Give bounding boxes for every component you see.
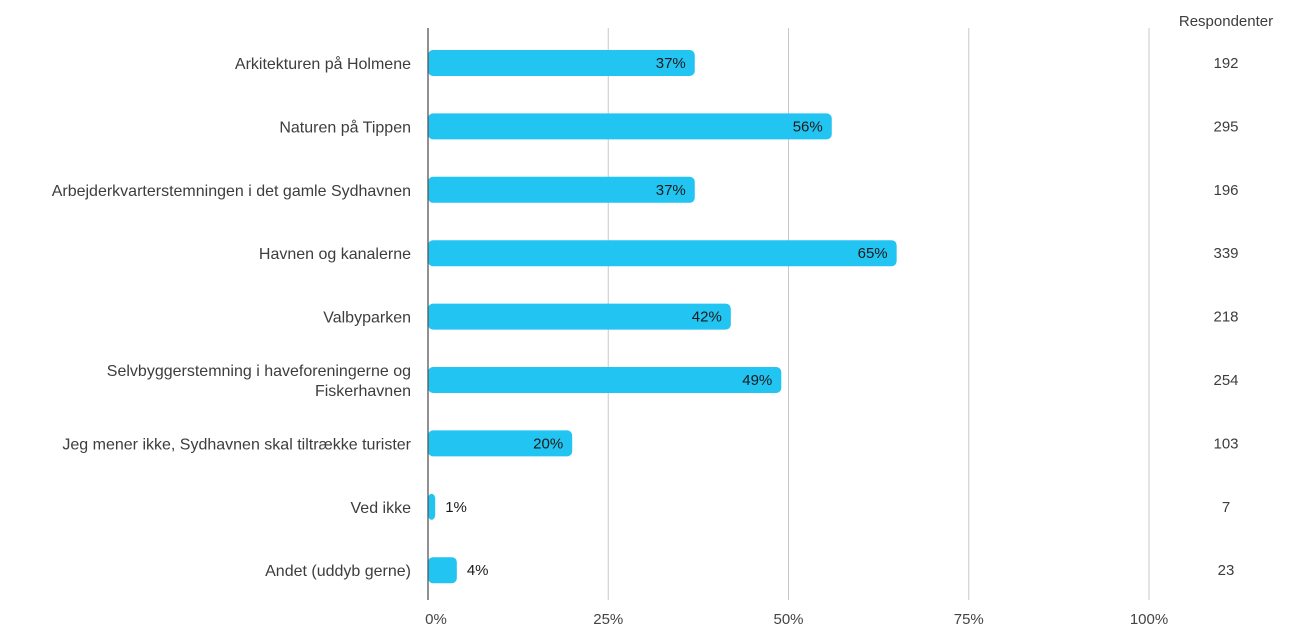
respondent-count: 103 [1213, 435, 1238, 452]
value-labels: 37% 56% 37% 65% 42% 49% 20% 1% 4% [445, 55, 887, 579]
respondents-column: Respondenter 192 295 196 339 218 254 103 7 23 [1179, 13, 1273, 579]
bar [428, 493, 436, 520]
category-label: Naturen på Tippen [279, 118, 411, 136]
bars [428, 50, 897, 584]
bar-value-label: 56% [793, 118, 823, 135]
x-tick-label: 25% [593, 611, 623, 627]
respondent-count: 295 [1213, 118, 1238, 135]
bar [428, 430, 573, 457]
bar-value-label: 37% [656, 55, 686, 72]
x-tick-label: 50% [773, 611, 803, 627]
respondent-count: 254 [1213, 372, 1238, 389]
respondents-header: Respondenter [1179, 13, 1273, 30]
category-label: Arbejderkvarterstemningen i det gamle Sy… [52, 183, 411, 200]
bar-value-label: 1% [445, 499, 467, 516]
respondent-count: 7 [1222, 499, 1230, 516]
respondent-count: 196 [1213, 182, 1238, 199]
bar [428, 50, 695, 76]
bar-value-label: 42% [692, 309, 722, 326]
category-label: Andet (uddyb gerne) [265, 563, 411, 580]
respondent-count: 192 [1213, 55, 1238, 72]
category-labels: Arkitekturen på Holmene Naturen på Tippen… [52, 55, 412, 580]
bar [428, 303, 731, 330]
x-tick-labels: 0% 25% 50% 75% 100% [425, 611, 1168, 627]
respondent-count: 23 [1218, 562, 1235, 579]
bar [428, 557, 457, 584]
category-label: Valbyparken [323, 310, 411, 327]
bar [428, 176, 695, 203]
category-label: Jeg mener ikke, Sydhavnen skal tiltrække… [62, 436, 411, 453]
x-tick-label: 0% [425, 611, 447, 627]
category-label: Ved ikke [351, 500, 412, 517]
bar-value-label: 20% [533, 435, 563, 452]
x-tick-label: 75% [954, 611, 984, 627]
category-label: Arkitekturen på Holmene [235, 55, 411, 73]
x-tick-label: 100% [1130, 611, 1168, 627]
bar-value-label: 65% [858, 245, 888, 262]
bar-value-label: 4% [467, 562, 489, 579]
bar [428, 113, 832, 140]
bar-value-label: 37% [656, 182, 686, 199]
bar [428, 367, 782, 393]
bar-value-label: 49% [742, 372, 772, 389]
respondent-count: 339 [1213, 245, 1238, 262]
category-label: Selvbyggerstemning i haveforeningerne og… [107, 363, 411, 400]
category-label: Havnen og kanalerne [259, 246, 411, 263]
respondent-count: 218 [1213, 309, 1238, 326]
bar [428, 240, 897, 267]
